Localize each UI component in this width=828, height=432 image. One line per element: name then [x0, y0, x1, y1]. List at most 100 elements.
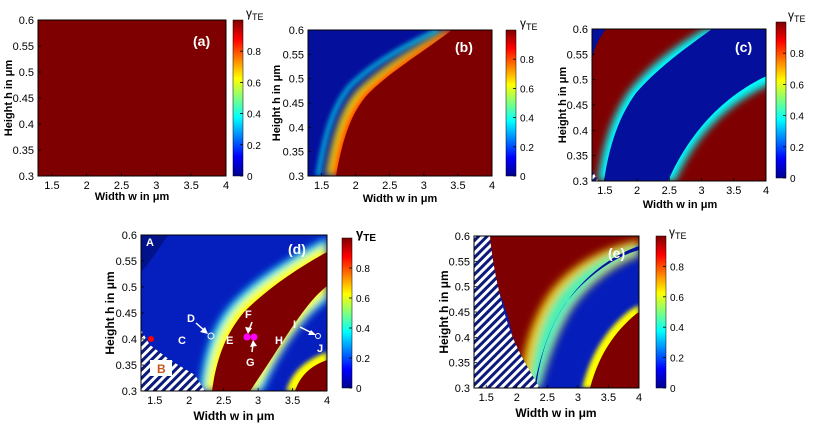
- x-tick-label-c-2: 2.5: [662, 185, 677, 197]
- annotation-j: J: [317, 343, 323, 355]
- colorbar-tick-label-b-2: 0.4: [520, 114, 534, 125]
- x-tick-label-c-5: 4: [763, 185, 769, 197]
- x-axis-label-d: Width w in μm: [193, 409, 274, 423]
- x-tick-label-d-0: 1.5: [147, 395, 162, 407]
- x-tick-label-b-2: 2.5: [382, 180, 397, 192]
- arrowhead-f: [245, 327, 252, 334]
- colorbar-tick-label-e-4: 0.8: [670, 262, 684, 273]
- y-tick-label-c-0: 0.3: [573, 176, 588, 188]
- y-tick-label-a-6: 0.6: [19, 15, 34, 27]
- x-tick-label-c-3: 3: [698, 185, 704, 197]
- y-tick-label-e-3: 0.45: [449, 307, 470, 319]
- colorbar-tick-label-d-1: 0.2: [356, 354, 370, 365]
- x-tick-label-a-0: 1.5: [44, 180, 59, 192]
- arrowhead-i: [308, 330, 316, 335]
- colorbar-tick-label-a-1: 0.2: [247, 141, 261, 152]
- point-magenta-1: [243, 333, 251, 341]
- y-tick-label-e-1: 0.35: [449, 358, 470, 370]
- colorbar-tick-label-e-2: 0.4: [670, 323, 684, 334]
- y-tick-label-e-6: 0.6: [455, 231, 470, 243]
- arrowhead-g: [250, 340, 257, 347]
- y-tick-label-e-5: 0.55: [449, 256, 470, 268]
- colorbar-label-c: γTE: [788, 8, 806, 24]
- y-tick-label-e-2: 0.4: [455, 332, 470, 344]
- y-tick-label-c-5: 0.55: [567, 49, 588, 61]
- annotation-i: I: [293, 319, 296, 331]
- panel-label-d: (d): [288, 241, 306, 257]
- y-tick-label-a-0: 0.3: [19, 171, 34, 183]
- x-tick-label-d-3: 3: [255, 395, 261, 407]
- panel-label-a: (a): [193, 33, 210, 49]
- annotation-f: F: [245, 309, 252, 321]
- colorbar-tick-label-a-3: 0.6: [247, 78, 261, 89]
- y-axis-label-e: Height h in μm: [437, 270, 451, 353]
- x-tick-label-e-2: 2.5: [540, 392, 555, 404]
- heatmap-e: [474, 236, 639, 388]
- colorbar-tick-label-b-3: 0.6: [520, 84, 534, 95]
- y-tick-label-d-3: 0.45: [116, 308, 137, 320]
- marker-d: [207, 332, 215, 340]
- colorbar-label-b: γTE: [520, 16, 538, 32]
- y-tick-label-c-2: 0.4: [573, 125, 588, 137]
- colorbar-tick-label-b-4: 0.8: [520, 55, 534, 66]
- y-tick-label-d-1: 0.35: [116, 360, 137, 372]
- panel-a: (a) 1.5 2 2.5 3 3.5 4 0.3 0.35 0.4 0.45 0.5 0.55 0.6…: [3, 6, 264, 203]
- arrowhead-d: [200, 327, 208, 334]
- x-tick-label-a-4: 3.5: [184, 180, 199, 192]
- marker-i: [315, 333, 321, 339]
- x-tick-label-d-1: 2: [186, 395, 192, 407]
- x-tick-label-a-5: 4: [223, 180, 229, 192]
- x-tick-label-d-4: 3.5: [285, 395, 300, 407]
- annotation-e: E: [226, 335, 233, 347]
- panel-b: (b) 1.5 2 2.5 3 3.5 4 0.3 0.35 0.4 0.45 0.5 0.55 0.6…: [271, 16, 538, 205]
- annotation-h: H: [275, 335, 283, 347]
- y-tick-label-b-5: 0.55: [283, 49, 304, 61]
- colorbar-c: 0 0.2 0.4 0.6 0.8 γTE: [775, 8, 806, 185]
- x-tick-label-b-3: 3: [421, 180, 427, 192]
- x-tick-label-a-1: 2: [84, 180, 90, 192]
- y-tick-label-b-0: 0.3: [289, 171, 304, 183]
- colorbar-tick-label-d-4: 0.8: [356, 264, 370, 275]
- colorbar-d: 0 0.2 0.4 0.6 0.8 γTE: [341, 226, 376, 395]
- y-tick-label-d-6: 0.6: [122, 230, 137, 242]
- colorbar-tick-label-b-1: 0.2: [520, 143, 534, 154]
- x-axis-label-c: Width w in μm: [643, 199, 718, 211]
- annotation-c: C: [178, 335, 186, 347]
- colorbar-tick-label-d-3: 0.6: [356, 294, 370, 305]
- colorbar-a: 0 0.2 0.4 0.6 0.8 γTE: [232, 6, 264, 183]
- x-axis-label-e: Width w in μm: [515, 406, 596, 420]
- colorbar-tick-label-c-4: 0.8: [790, 49, 804, 60]
- panel-c: (c) 1.5 2 2.5 3 3.5 4 0.3 0.35 0.4 0.45 0.5 0.55 0.6…: [557, 8, 806, 211]
- annotation-g: G: [246, 357, 255, 369]
- y-axis-label-c: Height h in μm: [557, 67, 569, 144]
- colorbar-tick-label-c-1: 0.2: [790, 143, 804, 154]
- colorbar-tick-label-e-1: 0.2: [670, 354, 684, 365]
- heatmap-d: B: [141, 235, 327, 391]
- x-tick-label-b-1: 2: [353, 180, 359, 192]
- x-tick-label-e-5: 4: [636, 392, 642, 404]
- y-tick-label-c-3: 0.45: [567, 100, 588, 112]
- colorbar-tick-label-a-0: 0: [247, 172, 253, 183]
- heatmap-a: [38, 20, 226, 176]
- heatmap-c: [592, 29, 766, 181]
- y-tick-label-d-0: 0.3: [122, 386, 137, 398]
- panel-label-b: (b): [455, 39, 473, 55]
- colorbar-label-d: γTE: [356, 226, 376, 244]
- colorbar-e: 0 0.2 0.4 0.6 0.8 γTE: [655, 225, 687, 395]
- y-tick-label-b-4: 0.5: [289, 74, 304, 86]
- x-tick-label-e-1: 2: [514, 392, 520, 404]
- y-tick-label-d-5: 0.55: [116, 256, 137, 268]
- x-tick-label-c-1: 2: [634, 185, 640, 197]
- x-axis-label-a: Width w in μm: [95, 191, 170, 203]
- colorbar-tick-label-e-3: 0.6: [670, 293, 684, 304]
- heatmap-b: [308, 30, 492, 176]
- panel-label-e: (e): [608, 245, 625, 261]
- marker-near-b: [148, 336, 154, 342]
- colorbar-tick-label-c-0: 0: [790, 174, 796, 185]
- annotation-d: D: [187, 313, 195, 325]
- y-tick-label-c-6: 0.6: [573, 24, 588, 36]
- y-tick-label-a-5: 0.55: [13, 41, 34, 53]
- y-tick-label-a-3: 0.45: [13, 93, 34, 105]
- panel-e: (e) 1.5 2 2.5 3 3.5 4 0.3 0.35 0.4 0.45 0.5 0.55 0.6…: [437, 225, 687, 420]
- colorbar-b: 0 0.2 0.4 0.6 0.8 γTE: [505, 16, 538, 183]
